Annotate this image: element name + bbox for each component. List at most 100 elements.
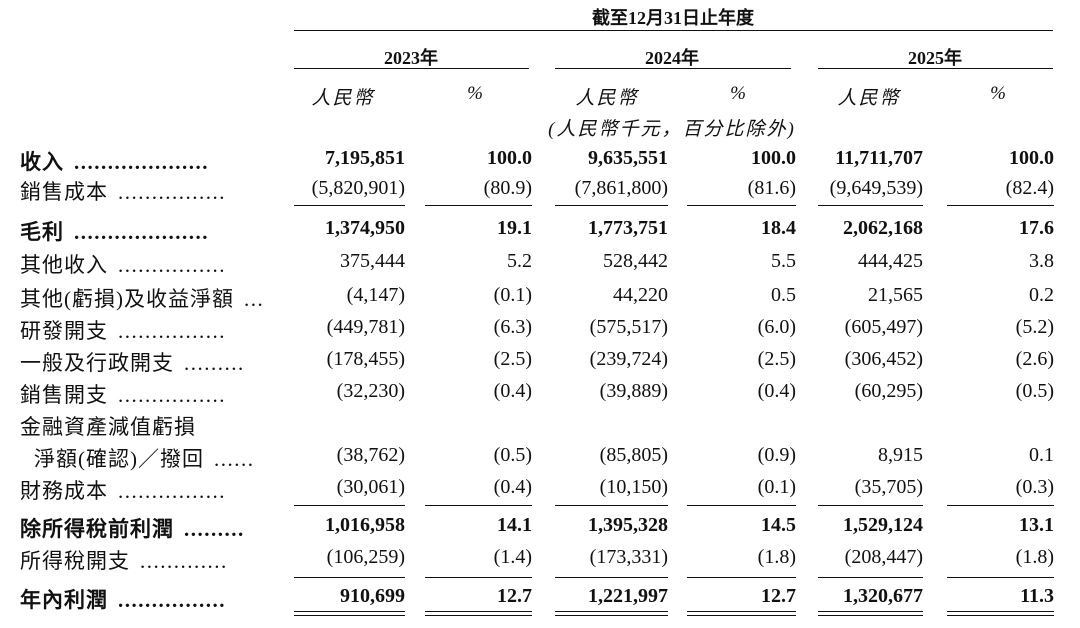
percent-2025-value: 17.6: [1019, 217, 1054, 239]
subtotal-rule: [818, 205, 923, 206]
amount-2024-value: (173,331): [589, 546, 668, 568]
double-underline-bottom: [687, 615, 796, 616]
year-2024-rule: [555, 68, 791, 69]
percent-label-2023: %: [467, 83, 485, 104]
percent-2024-value: (2.5): [757, 348, 796, 370]
row-label: 一般及行政開支.........: [20, 347, 245, 377]
amount-2023-value: 1,016,958: [325, 514, 405, 536]
percent-2023-value: (80.9): [483, 177, 532, 199]
amount-2024-value: (10,150): [599, 476, 668, 498]
amount-2023-value: (4,147): [346, 284, 405, 306]
row-label: 銷售開支................: [20, 379, 226, 409]
amount-2025-value: (306,452): [844, 348, 923, 370]
row-leader-dots: ................: [118, 180, 226, 204]
subtotal-rule: [947, 205, 1054, 206]
percent-2024-value: 0.5: [771, 284, 796, 306]
year-2024-header: 2024年: [645, 48, 699, 68]
percent-2025-value: (82.4): [1005, 177, 1054, 199]
amount-2025-value: (605,497): [844, 316, 923, 338]
amount-2024-value: (85,805): [599, 444, 668, 466]
subtotal-rule: [294, 505, 405, 506]
year-2023-header: 2023年: [384, 48, 438, 68]
amount-2023-value: (178,455): [326, 348, 405, 370]
amount-2023-value: (5,820,901): [311, 177, 405, 199]
row-label-text: 財務成本: [20, 479, 108, 503]
currency-label-2023: 人民幣: [311, 88, 375, 109]
amount-2025-value: 21,565: [868, 284, 923, 306]
percent-2024-value: 100.0: [751, 147, 796, 169]
row-label-text: 其他收入: [20, 253, 108, 277]
row-label: 其他(虧損)及收益淨額...: [20, 283, 264, 313]
double-underline-top: [818, 611, 923, 612]
percent-2024-value: 14.5: [761, 514, 796, 536]
double-underline-top: [294, 611, 405, 612]
row-leader-dots: ...: [244, 287, 265, 311]
percent-2025-value: 11.3: [1020, 585, 1054, 607]
double-underline-bottom: [818, 615, 923, 616]
amount-2023-value: (449,781): [326, 316, 405, 338]
header-rule: [294, 30, 1053, 31]
amount-2024-value: (239,724): [589, 348, 668, 370]
row-leader-dots: .........: [184, 517, 245, 541]
amount-2025-value: 444,425: [858, 250, 923, 272]
percent-2025-value: 3.8: [1029, 250, 1054, 272]
row-label-text: 金融資產減值虧損: [20, 415, 196, 439]
amount-2023-value: (30,061): [336, 476, 405, 498]
subtotal-rule: [687, 205, 796, 206]
percent-2025-value: (2.6): [1015, 348, 1054, 370]
row-label-text: 所得稅開支: [20, 549, 130, 573]
double-underline-top: [947, 611, 1054, 612]
subtotal-rule: [818, 505, 923, 506]
percent-2023-value: 19.1: [497, 217, 532, 239]
row-label-text: 收入: [20, 150, 64, 174]
row-label-text: 毛利: [20, 220, 64, 244]
row-label-text: 除所得稅前利潤: [20, 517, 174, 541]
subtotal-rule: [947, 505, 1054, 506]
percent-2025-value: 100.0: [1009, 147, 1054, 169]
amount-2024-value: 1,773,751: [588, 217, 668, 239]
percent-2025-value: (1.8): [1015, 546, 1054, 568]
percent-2024-value: 18.4: [761, 217, 796, 239]
percent-2023-value: (0.1): [493, 284, 532, 306]
year-2023-rule: [294, 68, 529, 69]
amount-2023-value: 910,699: [340, 585, 405, 607]
percent-2023-value: 100.0: [487, 147, 532, 169]
row-leader-dots: ................: [118, 479, 226, 503]
row-label: 收入....................: [20, 146, 209, 176]
row-label: 所得稅開支.............: [20, 545, 228, 575]
amount-2023-value: (32,230): [336, 380, 405, 402]
amount-2024-value: (7,861,800): [574, 177, 668, 199]
percent-2023-value: (0.5): [493, 444, 532, 466]
percent-2023-value: (0.4): [493, 476, 532, 498]
double-underline-top: [687, 611, 796, 612]
subtotal-rule: [555, 205, 668, 206]
percent-2025-value: 0.1: [1029, 444, 1054, 466]
double-underline-bottom: [947, 615, 1054, 616]
subtotal-rule: [555, 505, 668, 506]
amount-2024-value: (575,517): [589, 316, 668, 338]
double-underline-top: [555, 611, 668, 612]
amount-2023-value: (38,762): [336, 444, 405, 466]
amount-2025-value: (35,705): [854, 476, 923, 498]
percent-2023-value: 14.1: [497, 514, 532, 536]
amount-2025-value: 11,711,707: [835, 147, 923, 169]
row-label: 淨額(確認)／撥回......: [34, 443, 255, 473]
row-leader-dots: ................: [118, 319, 226, 343]
percent-2025-value: (0.5): [1015, 380, 1054, 402]
unit-note: (人民幣千元，百分比除外): [548, 119, 796, 140]
subtotal-rule: [294, 205, 405, 206]
subtotal-rule: [947, 577, 1054, 578]
row-leader-dots: ......: [214, 447, 255, 471]
double-underline-bottom: [425, 615, 532, 616]
row-label-text: 研發開支: [20, 319, 108, 343]
amount-2025-value: (9,649,539): [829, 177, 923, 199]
currency-label-2024: 人民幣: [575, 88, 639, 109]
percent-2024-value: (0.1): [757, 476, 796, 498]
percent-2023-value: 5.2: [507, 250, 532, 272]
double-underline-top: [425, 611, 532, 612]
subtotal-rule: [294, 577, 405, 578]
amount-2025-value: 1,320,677: [843, 585, 923, 607]
percent-2024-value: 5.5: [771, 250, 796, 272]
year-2025-header: 2025年: [908, 48, 962, 68]
row-label-text: 其他(虧損)及收益淨額: [20, 287, 234, 311]
